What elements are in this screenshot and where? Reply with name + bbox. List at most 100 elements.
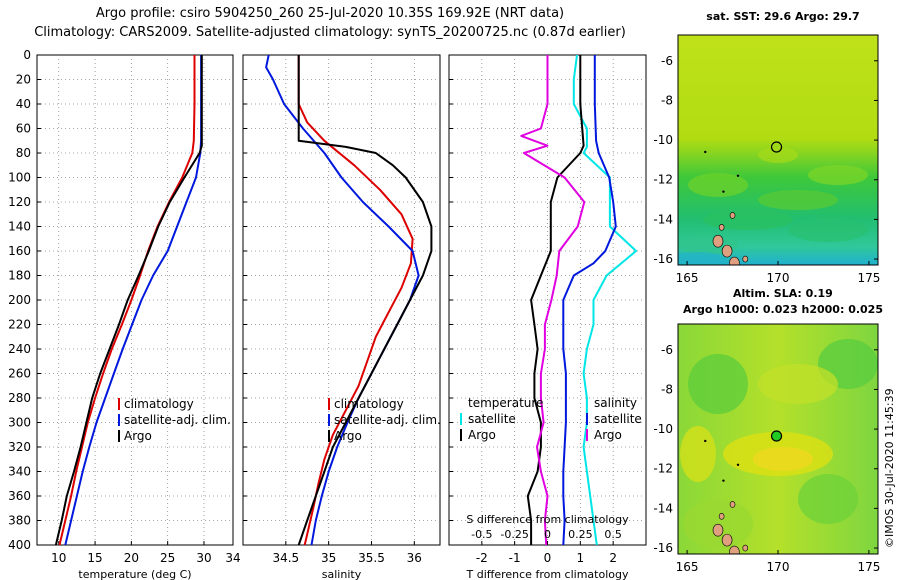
y-tick-label: 140 [8,220,31,234]
y-tick-label: 0 [23,48,31,62]
legend-swatch [118,414,120,426]
argo-location-marker [770,430,783,442]
island [721,533,733,547]
y-tick-label: 280 [8,391,31,405]
sla-patch [688,354,748,414]
lat-tick-label: -6 [661,343,673,357]
series-temperature-argo [526,55,585,545]
sst-patch [758,147,798,163]
sst-patch [703,210,793,230]
legend-swatch [328,430,330,442]
x-tick-label: 35.5 [358,551,385,565]
islet [736,174,740,177]
legend-label: satellite-adj. clim. [334,413,441,427]
sla-patch [798,474,858,524]
legend-title-temperature: temperature [468,396,543,410]
series-argo [54,55,203,546]
legend-swatch [118,398,120,410]
island [729,545,740,554]
legend-label: climatology [334,397,404,411]
sla-patch [758,364,838,404]
x-axis-label: temperature (deg C) [78,568,191,580]
lat-tick-label: -14 [653,501,673,515]
y-tick-label: 220 [8,318,31,332]
x-tick-label: 20 [124,551,139,565]
x-tick-label: 30 [196,551,211,565]
y-tick-label: 20 [16,73,31,87]
island [721,244,733,258]
island [718,224,725,231]
lon-tick-label: 165 [676,271,699,285]
x-tick-label: 0 [544,551,552,565]
sla-patch [753,447,813,471]
lat-tick-label: -8 [661,93,673,107]
sla-patch [680,426,716,482]
lon-tick-label: 175 [857,271,880,285]
lon-tick-label: 170 [767,560,790,574]
y-tick-label: 60 [16,122,31,136]
y-tick-label: 40 [16,97,31,111]
series-satellite-adj-clim- [64,55,203,546]
y-tick-label: 360 [8,489,31,503]
legend-swatch [586,429,588,441]
y-tick-label: 380 [8,514,31,528]
series-argo [297,55,433,546]
lat-tick-label: -8 [661,382,673,396]
legend-label: satellite [468,412,516,426]
legend: climatology satellite-adj. clim. Argo [328,397,441,443]
series-climatology [58,55,196,546]
island [729,501,736,508]
lat-tick-label: -6 [661,54,673,68]
argo-location-marker [770,141,783,153]
s-diff-tick-label: -0.25 [500,528,528,541]
s-diff-tick-label: 0.5 [604,528,622,541]
legend-swatch [586,413,588,425]
x-tick-label: 34 [225,551,240,565]
legend: climatology satellite-adj. clim. Argo [118,397,231,443]
legend-differences: temperature salinity satellite satellite Arg… [460,396,642,442]
y-tick-label: 80 [16,146,31,160]
legend-label: Argo [468,428,496,442]
island [718,513,725,520]
legend-swatch [118,430,120,442]
x-tick-label: 1 [577,551,585,565]
x-tick-label: 10 [51,551,66,565]
lat-tick-label: -14 [653,212,673,226]
legend-label: Argo [124,429,152,443]
lat-tick-label: -10 [653,133,673,147]
chart-title-line2: Climatology: CARS2009. Satellite-adjuste… [34,25,626,40]
y-tick-label: 400 [8,538,31,552]
imos-credit: ©IMOS 30-Jul-2020 11:45:39 [883,388,896,548]
islet [704,150,707,154]
x-tick-label: 2 [609,551,617,565]
profile-panel-3: -2 -1 0 1 2 T difference from climatology S di… [448,54,647,580]
lat-tick-label: -10 [653,422,673,436]
legend-swatch [328,414,330,426]
x-tick-label: 25 [160,551,175,565]
legend-swatch [328,398,330,410]
x-tick-label: 15 [87,551,102,565]
lon-tick-label: 170 [767,271,790,285]
island [729,256,740,265]
profile-panel-2: 34.5 35 35.5 36 salinity climatology satellite… [242,54,441,580]
sst-patch [758,190,838,210]
map-field [678,35,878,265]
sla-map-title: Altim. SLA: 0.19 [733,287,833,300]
islet [736,463,740,466]
x-axis-label: salinity [322,568,362,580]
y-tick-label: 100 [8,171,31,185]
legend-label: satellite [594,412,642,426]
y-tick-label: 240 [8,342,31,356]
legend-label: climatology [124,397,194,411]
chart-title-line1: Argo profile: csiro 5904250_260 25-Jul-2… [95,6,565,21]
island [712,234,724,248]
sst-patch [678,252,728,265]
y-tick-label: 120 [8,195,31,209]
sst-patch [788,218,868,242]
y-tick-label: 340 [8,465,31,479]
s-diff-axis-label: S difference from climatology [466,513,629,526]
profile-panel-1: 10 15 20 25 30 34 temperature (deg C) climatolo… [36,54,241,580]
